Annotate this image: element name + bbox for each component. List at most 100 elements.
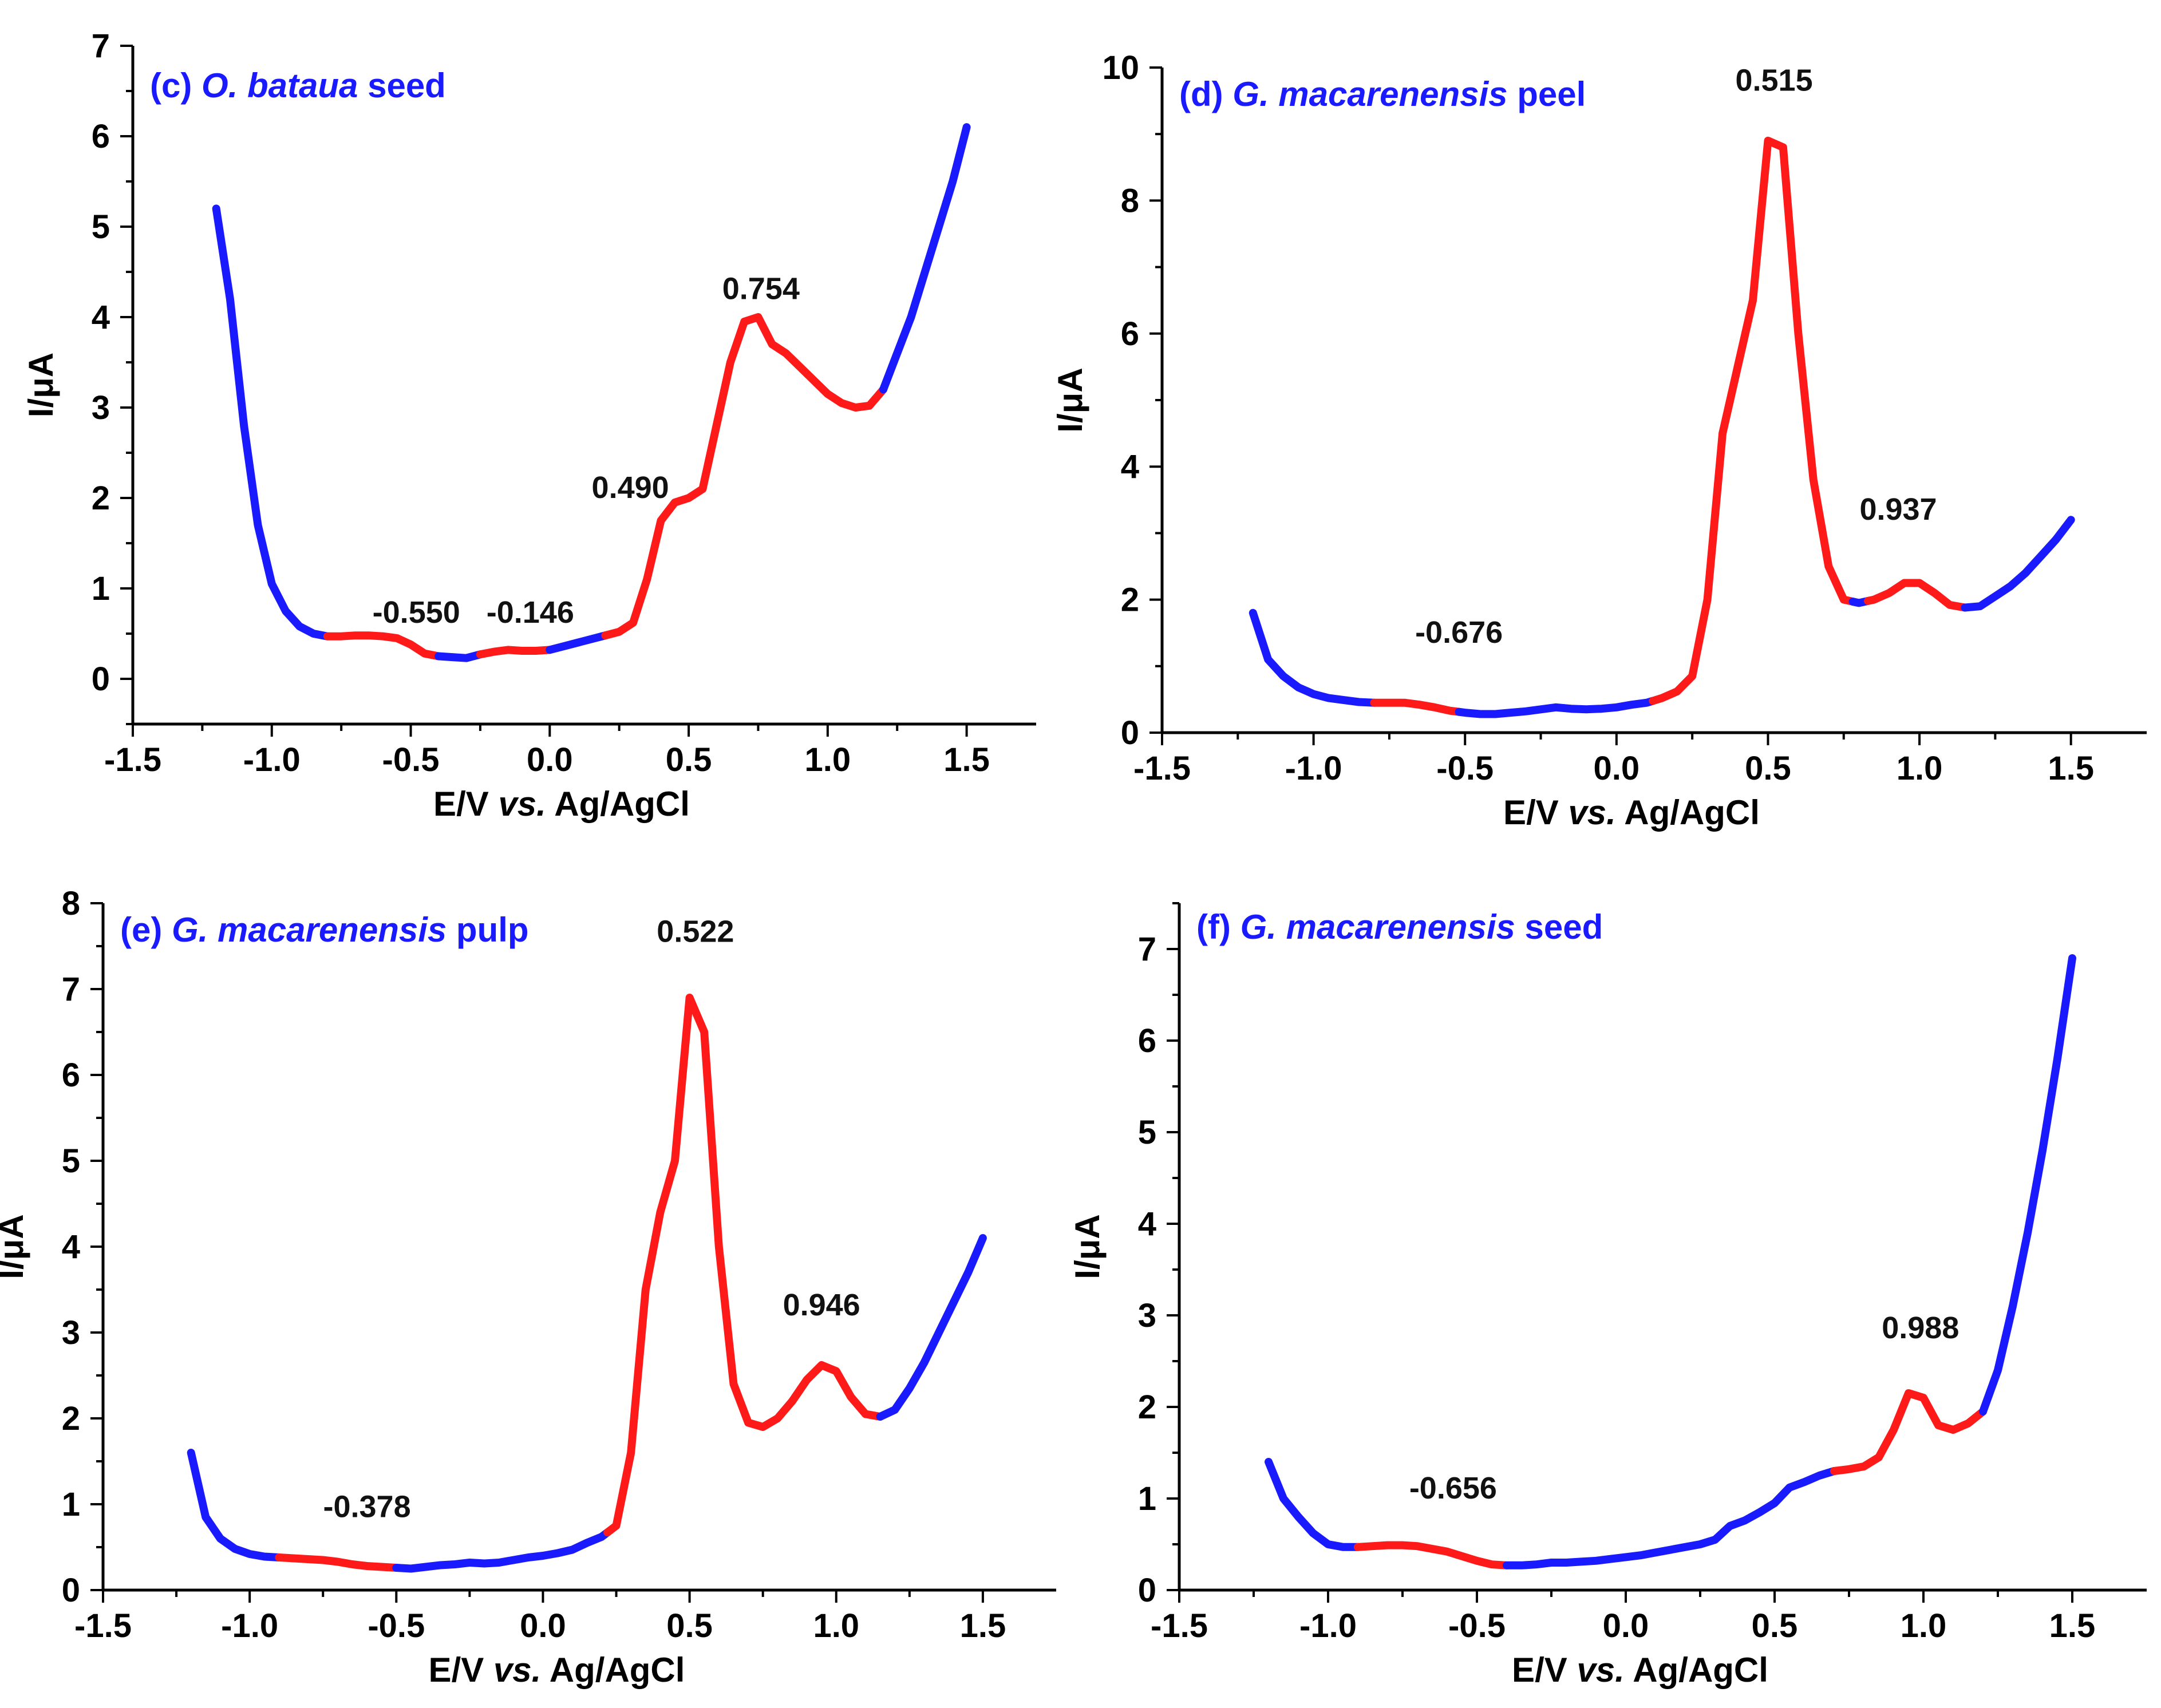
x-tick-label: -1.0 [1299,1607,1357,1644]
x-tick-label: 0.0 [520,1607,566,1644]
x-tick-label: -1.0 [221,1607,278,1644]
x-tick-label: -1.5 [104,741,161,778]
x-tick-label: 1.5 [960,1607,1006,1644]
curve-segment-red [323,631,443,661]
y-tick-label: 5 [1138,1114,1156,1151]
x-tick-label: -1.0 [243,741,301,778]
y-tick-label: 2 [92,480,110,517]
curve-segment-blue [187,1449,283,1561]
y-axis-label: I/μA [22,353,60,417]
y-tick-label: 4 [1138,1205,1156,1243]
curve-segment-blue [1265,1458,1362,1551]
y-tick-label: 0 [92,661,110,698]
x-tick-label: -1.5 [1151,1607,1208,1644]
curve-segment-blue [392,1528,612,1573]
y-tick-label: 5 [62,1142,80,1180]
y-tick-label: 6 [92,118,110,155]
curve-segment-blue [434,650,484,662]
x-tick-label: 0.5 [666,741,712,778]
x-tick-label: 0.5 [1752,1607,1798,1644]
x-tick-label: -0.5 [1448,1607,1506,1644]
peak-label: -0.378 [323,1490,411,1524]
y-tick-label: 0 [1121,714,1139,752]
x-axis-label: E/V vs. Ag/AgCl [433,785,690,823]
x-tick-label: 1.0 [1901,1607,1947,1644]
peak-label: 0.937 [1859,492,1937,527]
panel-title: (f) G. macarenensis seed [1196,908,1603,946]
y-tick-label: 2 [62,1400,80,1437]
y-tick-label: 8 [1121,182,1139,219]
y-tick-label: 6 [1138,1022,1156,1059]
curve-segment-red [601,313,887,640]
x-tick-label: -0.5 [368,1607,425,1644]
y-tick-label: 6 [62,1057,80,1094]
curve-segment-blue [1455,697,1657,718]
y-tick-label: 7 [1138,931,1156,968]
x-tick-label: 1.0 [805,741,851,778]
y-axis-label: I/μA [0,1214,30,1279]
x-tick-label: 1.5 [2048,750,2094,787]
panel-c: -1.5 -1.0 -0.5 0.0 0.5 1.0 1.5 0 1 2 3 4 5 6 7 E/V vs. … [22,27,1036,823]
y-tick-label: 1 [92,570,110,607]
curve-segment-red [1354,1541,1511,1569]
y-tick-label: 3 [92,389,110,426]
x-tick-label: -1.5 [74,1607,132,1644]
peak-label: 0.988 [1882,1311,1959,1345]
peak-label: 0.490 [592,471,669,505]
panel-d: -1.5 -1.0 -0.5 0.0 0.5 1.0 1.5 0 2 4 6 8 10 E/V vs. A… [1051,49,2147,832]
x-tick-label: 1.5 [943,741,990,778]
curve-segment-red [603,994,884,1537]
curve-segment-blue [546,631,610,654]
panel-e: -1.5 -1.0 -0.5 0.0 0.5 1.0 1.5 0 1 2 3 4 5 6 7 8 E/V vs.… [0,885,1056,1689]
y-tick-label: 2 [1138,1389,1156,1426]
curve-segment-blue [1503,1467,1838,1569]
curve-segment-blue [1979,954,2076,1416]
peak-label: -0.656 [1409,1471,1497,1505]
peak-label: 0.522 [657,915,734,949]
panel-title: (d) G. macarenensis peel [1179,75,1586,113]
y-tick-label: 2 [1121,582,1139,619]
curve-segment-red [476,646,554,659]
peak-label: -0.550 [373,595,460,630]
x-tick-label: 0.5 [1745,750,1791,787]
x-tick-label: -0.5 [382,741,440,778]
y-axis-label: I/μA [1051,367,1089,432]
y-tick-label: 3 [62,1314,80,1351]
curve-segment-blue [212,204,331,640]
x-tick-label: 1.0 [813,1607,859,1644]
y-tick-label: 5 [92,208,110,246]
y-tick-label: 4 [62,1228,80,1266]
peak-label: -0.146 [487,595,574,630]
x-tick-label: 0.5 [666,1607,713,1644]
x-axis-label: E/V vs. Ag/AgCl [1512,1651,1768,1689]
y-tick-label: 1 [62,1486,80,1523]
curve-segment-red [1649,136,1857,705]
peak-label: 0.515 [1735,64,1812,98]
curve-segment-blue [1249,608,1378,707]
panel-f: -1.5 -1.0 -0.5 0.0 0.5 1.0 1.5 0 1 2 3 4 5 6 7 E/V vs. … [1068,902,2147,1689]
curve-segment-red [1370,698,1463,716]
curve-segment-red [275,1553,401,1572]
curve-segment-blue [876,1234,987,1421]
y-tick-label: 4 [1121,448,1139,485]
panel-title: (c) O. bataua seed [150,66,446,105]
y-tick-label: 6 [1121,315,1139,353]
peak-label: -0.676 [1415,615,1503,650]
curve-segment-blue [879,123,971,394]
panel-title: (e) G. macarenensis pulp [120,911,529,949]
x-tick-label: -1.5 [1133,750,1191,787]
y-tick-label: 8 [62,885,80,922]
x-tick-label: 0.0 [1603,1607,1649,1644]
y-tick-label: 4 [92,299,110,336]
x-tick-label: 0.0 [527,741,573,778]
curve-segment-red [1830,1389,1987,1475]
y-tick-label: 10 [1102,49,1139,86]
x-tick-label: -1.0 [1285,750,1342,787]
y-tick-label: 1 [1138,1480,1156,1517]
x-axis-label: E/V vs. Ag/AgCl [429,1651,685,1689]
y-tick-label: 0 [1138,1572,1156,1609]
curve-segment-red [1864,579,1969,612]
x-tick-label: 0.0 [1594,750,1640,787]
x-tick-label: 1.0 [1897,750,1943,787]
